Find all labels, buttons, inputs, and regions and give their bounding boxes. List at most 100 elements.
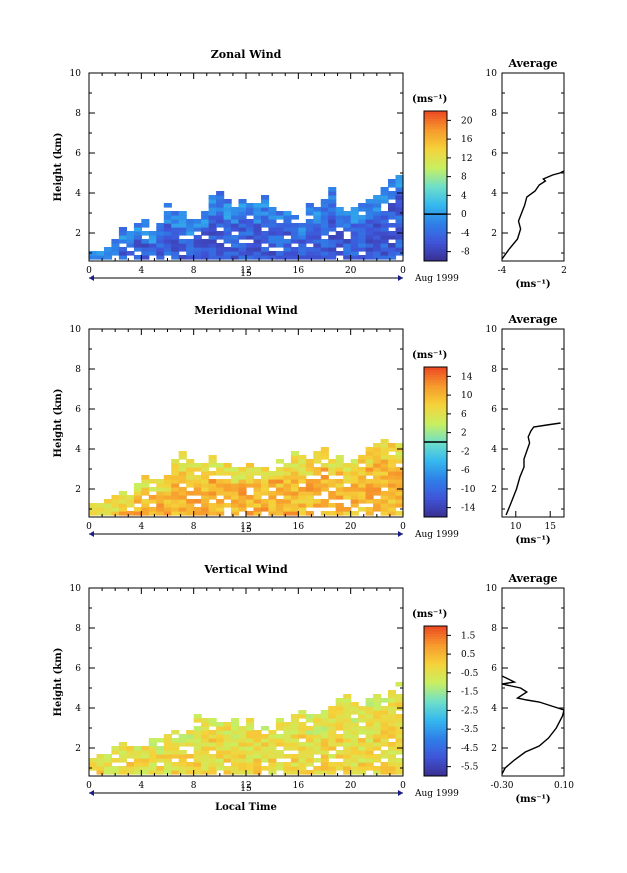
colorbar-swatch [424,116,447,119]
heatmap-cell [268,251,277,256]
heatmap-cell [395,203,404,208]
heatmap-cell [313,750,322,755]
heatmap-cell [96,255,105,260]
colorbar-swatch [424,201,447,204]
heatmap-cell [283,467,292,472]
heatmap-cell [246,223,255,228]
heatmap-cell [171,770,180,775]
colorbar-swatch [424,691,447,694]
heatmap-cell [275,223,284,228]
heatmap-cell [253,507,262,512]
heatmap-cell [216,487,225,492]
colorbar-swatch [424,449,447,453]
heatmap-cell [335,239,344,244]
average-y-tick-label: 8 [491,624,497,634]
heatmap-cell [305,762,314,767]
heatmap-cell [298,766,307,771]
heatmap-cell [320,483,329,488]
heatmap-cell [186,251,195,256]
heatmap-cell [193,766,202,771]
heatmap-cell [320,487,329,492]
heatmap-cell [126,746,135,751]
heatmap-cell [365,511,374,516]
heatmap-cell [380,255,389,260]
x-tick-label: 20 [345,522,357,532]
heatmap-cell [328,770,337,775]
heatmap-cell [141,487,150,492]
heatmap-cell [171,499,180,504]
colorbar-swatch [424,188,447,192]
heatmap-cell [373,243,382,248]
heatmap-cell [350,243,359,248]
heatmap-cell [313,231,322,236]
heatmap-cell [328,714,337,719]
heatmap-cell [193,255,202,260]
heatmap-cell [358,762,367,767]
heatmap-cell [373,714,382,719]
heatmap-cell [178,766,187,771]
heatmap-cell [193,738,202,743]
heatmap-cell [365,451,374,456]
heatmap-cell [231,762,240,767]
colorbar-unit: (ms⁻¹) [412,94,447,105]
heatmap-cell [373,491,382,496]
heatmap-cell [178,463,187,468]
colorbar: -5.5-4.5-3.5-2.5-1.5-0.50.51.5(ms⁻¹) [412,609,479,777]
heatmap-cell [186,219,195,224]
colorbar-swatch [424,514,447,518]
heatmap-cell [104,507,113,512]
heatmap-cell [350,219,359,224]
heatmap-cell [238,223,247,228]
heatmap-cell [193,718,202,723]
date-suffix: Aug 1999 [414,789,459,799]
heatmap-cell [343,463,352,468]
x-tick-label: 16 [293,522,305,532]
heatmap-cell [380,215,389,220]
heatmap-cell [290,231,299,236]
colorbar-swatch [424,178,447,182]
heatmap-cell [358,770,367,775]
heatmap-cell [350,499,359,504]
heatmap-cell [156,750,165,755]
heatmap-cell [223,483,232,488]
heatmap-cell [358,750,367,755]
heatmap-cell [246,251,255,256]
heatmap-cell [261,199,270,204]
heatmap-cell [261,491,270,496]
heatmap-cell [290,471,299,476]
colorbar-swatch [424,444,447,448]
heatmap-cell [163,247,172,252]
heatmap-cell [290,503,299,508]
heatmap-cell [305,231,314,236]
heatmap-cell [163,734,172,739]
heatmap-cell [253,239,262,244]
heatmap-cell [118,255,127,260]
heatmap-cell [388,195,397,200]
heatmap-cell [320,455,329,460]
colorbar-tick-label: 14 [461,372,473,382]
heatmap-cell [350,503,359,508]
colorbar-swatch [424,741,447,744]
heatmap-cell [171,223,180,228]
heatmap-cell [223,255,232,260]
heatmap-cell [208,215,217,220]
average-y-tick-label: 10 [486,584,498,594]
heatmap-cell [373,710,382,715]
heatmap-cell [380,475,389,480]
colorbar-swatch [424,231,447,234]
heatmap-cell [320,734,329,739]
colorbar-swatch [424,512,447,515]
heatmap-cell [395,726,404,731]
heatmap-cell [104,511,113,516]
heatmap-cell [238,471,247,476]
colorbar-tick-label: -8 [461,248,470,258]
heatmap-cell [320,479,329,484]
colorbar-swatch [424,671,447,674]
heatmap-cell [216,738,225,743]
heatmap-cell [231,503,240,508]
heatmap-cell [253,223,262,228]
heatmap-cell [253,766,262,771]
colorbar-swatch [424,394,447,398]
heatmap-cell [290,734,299,739]
heatmap-cell [395,211,404,216]
